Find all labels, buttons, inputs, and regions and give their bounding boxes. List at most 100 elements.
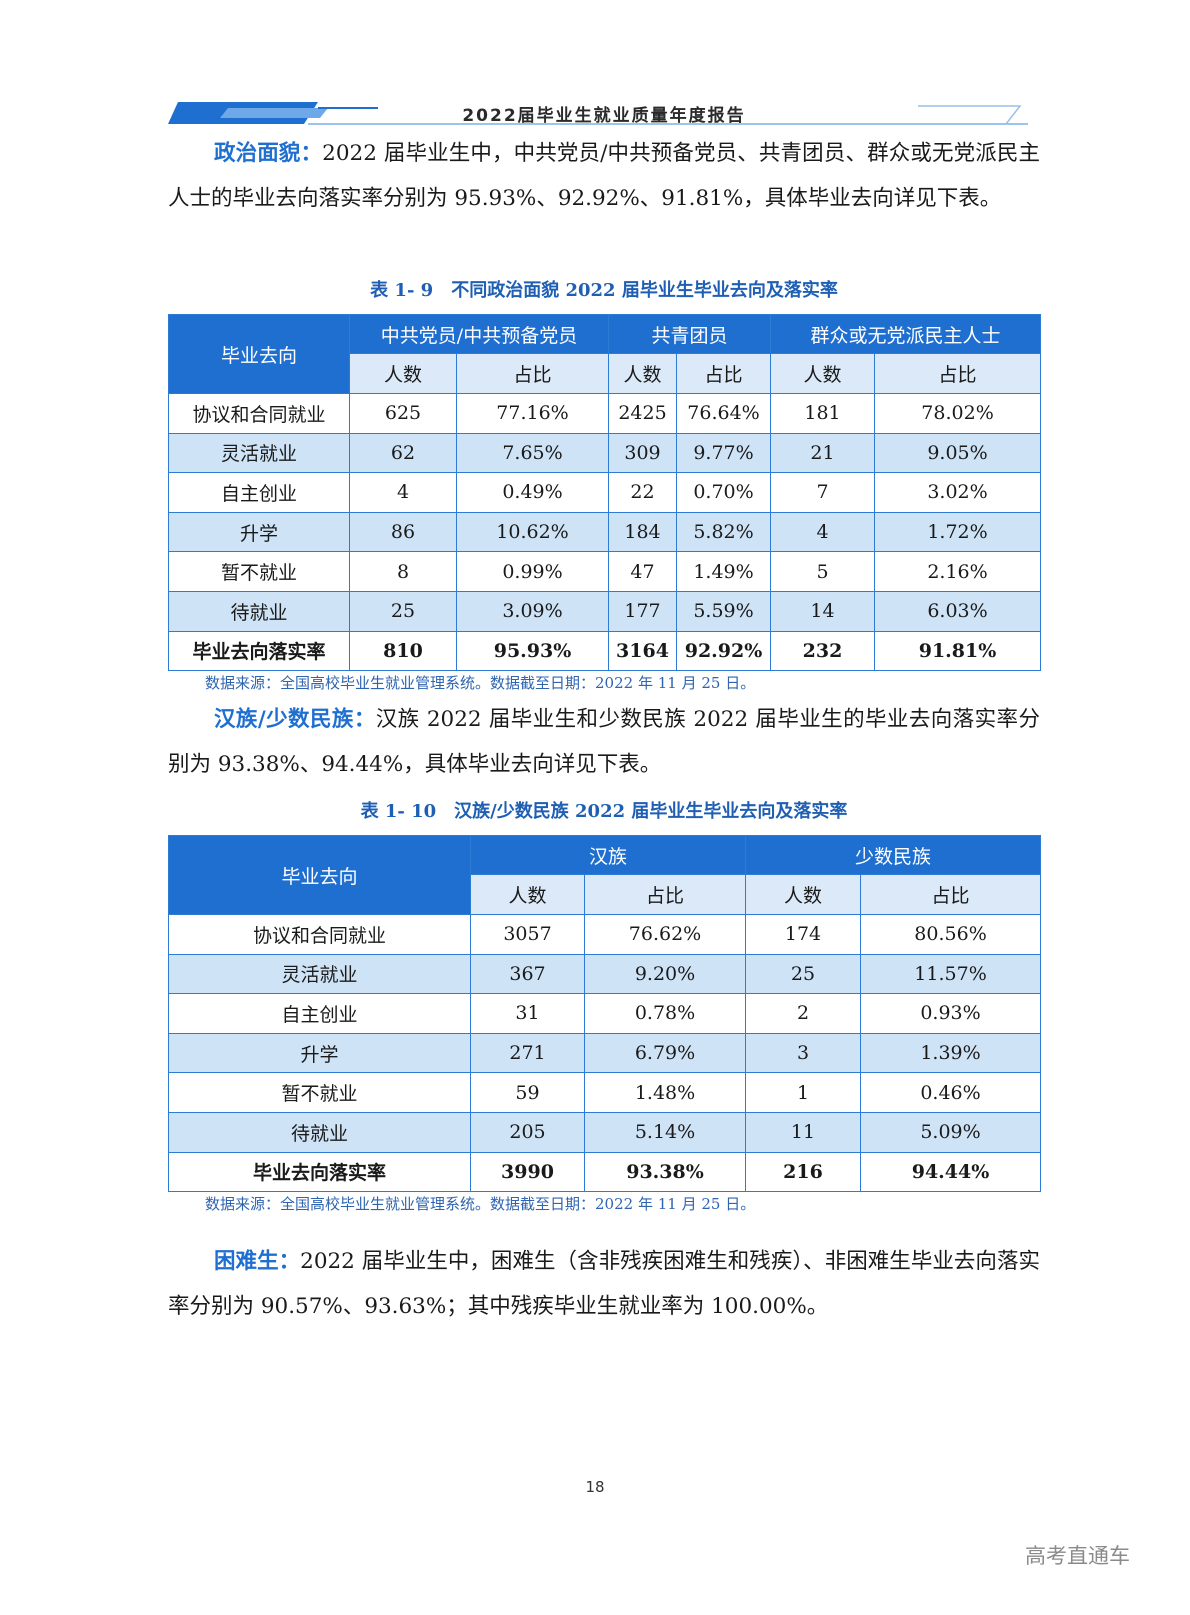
table-cell: 216: [745, 1151, 862, 1193]
table-cell: 59: [470, 1072, 585, 1113]
table-cell: 5.59%: [675, 590, 772, 632]
keyword-difficulty-students: 困难生：: [214, 1249, 301, 1274]
table-cell: 47: [608, 551, 677, 592]
table-cell: 11: [745, 1111, 862, 1153]
row-label: 自主创业: [168, 993, 471, 1034]
table-cell: 86: [349, 511, 457, 553]
table-cell: 94.44%: [860, 1151, 1042, 1193]
paragraph-political-status: 政治面貌：2022 届毕业生中，中共党员/中共预备党员、共青团员、群众或无党派民…: [168, 131, 1040, 221]
table-cell: 181: [770, 393, 876, 434]
table-ethnicity: 毕业去向 汉族 少数民族 人数 占比 人数 占比 协议和合同就业 3057 76.6…: [168, 835, 1042, 1193]
table-cell: 625: [349, 393, 457, 434]
table-cell: 80.56%: [860, 914, 1042, 955]
row-label: 灵活就业: [168, 432, 350, 474]
table-cell: 0.78%: [583, 993, 747, 1034]
row-label: 待就业: [168, 1111, 471, 1153]
column-group-header: 少数民族: [745, 835, 1042, 875]
table-cell: 0.70%: [675, 472, 772, 513]
table-cell: 309: [608, 432, 677, 474]
table-cell: 92.92%: [675, 630, 772, 672]
column-group-header: 群众或无党派民主人士: [770, 314, 1042, 354]
table-cell: 3057: [470, 914, 585, 955]
table-row: 待就业 205 5.14% 11 5.09%: [168, 1111, 1042, 1153]
table-cell: 1.72%: [874, 511, 1042, 553]
table-cell: 0.46%: [860, 1072, 1042, 1113]
column-header: 占比: [675, 353, 772, 394]
row-label: 升学: [168, 511, 350, 553]
table-cell: 10.62%: [456, 511, 609, 553]
table-cell: 21: [770, 432, 876, 474]
table-cell: 810: [349, 630, 457, 672]
table-cell: 8: [349, 551, 457, 592]
row-label: 自主创业: [168, 472, 350, 513]
table-cell: 7.65%: [456, 432, 609, 474]
page-number: 18: [585, 1478, 605, 1496]
table-cell: 76.62%: [583, 914, 747, 955]
table-cell: 0.49%: [456, 472, 609, 513]
table-cell: 174: [745, 914, 862, 955]
table-cell: 93.38%: [583, 1151, 747, 1193]
table-cell: 77.16%: [456, 393, 609, 434]
table-cell: 9.05%: [874, 432, 1042, 474]
column-header: 人数: [608, 353, 677, 394]
table-row: 暂不就业 59 1.48% 1 0.46%: [168, 1072, 1042, 1113]
paragraph-ethnicity: 汉族/少数民族：汉族 2022 届毕业生和少数民族 2022 届毕业生的毕业去向…: [168, 697, 1040, 787]
table-cell: 31: [470, 993, 585, 1034]
column-header: 占比: [456, 353, 609, 394]
table-cell: 367: [470, 953, 585, 995]
column-header: 人数: [770, 353, 876, 394]
row-label: 暂不就业: [168, 1072, 471, 1113]
table-cell: 184: [608, 511, 677, 553]
row-label: 协议和合同就业: [168, 393, 350, 434]
table-row: 暂不就业 8 0.99% 47 1.49% 5 2.16%: [168, 551, 1042, 592]
table-cell: 6.03%: [874, 590, 1042, 632]
column-group-header: 中共党员/中共预备党员: [349, 314, 609, 354]
column-group-header: 共青团员: [607, 314, 772, 354]
table-row: 自主创业 31 0.78% 2 0.93%: [168, 993, 1042, 1034]
table-corner-header: 毕业去向: [168, 314, 350, 394]
column-header: 占比: [583, 874, 747, 915]
table-cell: 22: [608, 472, 677, 513]
table-cell: 76.64%: [675, 393, 772, 434]
table-cell: 3990: [470, 1151, 585, 1193]
table-cell: 91.81%: [874, 630, 1042, 672]
table-row: 灵活就业 367 9.20% 25 11.57%: [168, 953, 1042, 995]
paragraph-text: 2022 届毕业生中，中共党员/中共预备党员、共青团员、群众或无党派民主人士的毕…: [168, 141, 1040, 211]
table-cell: 11.57%: [860, 953, 1042, 995]
page-header: 2022届毕业生就业质量年度报告: [168, 94, 1040, 134]
table-caption: 表 1- 9 不同政治面貌 2022 届毕业生毕业去向及落实率: [370, 280, 838, 301]
table-cell: 5.14%: [583, 1111, 747, 1153]
table-row: 自主创业 4 0.49% 22 0.70% 7 3.02%: [168, 472, 1042, 513]
paragraph-text: 2022 届毕业生中，困难生（含非残疾困难生和残疾）、非困难生毕业去向落实率分别…: [168, 1249, 1040, 1319]
table-cell: 232: [770, 630, 876, 672]
table-cell: 78.02%: [874, 393, 1042, 434]
header-title: 2022届毕业生就业质量年度报告: [462, 106, 746, 126]
table-cell: 6.79%: [583, 1032, 747, 1074]
row-label: 升学: [168, 1032, 471, 1074]
column-header: 人数: [349, 353, 457, 394]
row-label: 毕业去向落实率: [168, 1151, 471, 1193]
data-source-note: 数据来源：全国高校毕业生就业管理系统。数据截至日期：2022 年 11 月 25…: [205, 1195, 756, 1213]
column-header: 人数: [745, 874, 862, 915]
table-cell: 3.09%: [456, 590, 609, 632]
table-cell: 14: [770, 590, 876, 632]
table-cell: 0.99%: [456, 551, 609, 592]
table-cell: 25: [349, 590, 457, 632]
paragraph-difficulty-students: 困难生：2022 届毕业生中，困难生（含非残疾困难生和残疾）、非困难生毕业去向落…: [168, 1239, 1040, 1329]
table-corner-header: 毕业去向: [168, 835, 471, 915]
table-cell: 95.93%: [456, 630, 609, 672]
table-cell: 3: [745, 1032, 862, 1074]
row-label: 灵活就业: [168, 953, 471, 995]
table-cell: 62: [349, 432, 457, 474]
table-cell: 205: [470, 1111, 585, 1153]
table-row: 升学 86 10.62% 184 5.82% 4 1.72%: [168, 511, 1042, 553]
table-cell: 3164: [608, 630, 677, 672]
paragraph-text: 汉族 2022 届毕业生和少数民族 2022 届毕业生的毕业去向落实率分别为 9…: [168, 707, 1040, 777]
table-cell: 1: [745, 1072, 862, 1113]
table-cell: 1.49%: [675, 551, 772, 592]
table-row: 毕业去向落实率 810 95.93% 3164 92.92% 232 91.81%: [168, 630, 1042, 672]
table-row: 待就业 25 3.09% 177 5.59% 14 6.03%: [168, 590, 1042, 632]
table-cell: 2.16%: [874, 551, 1042, 592]
table-cell: 1.39%: [860, 1032, 1042, 1074]
table-cell: 0.93%: [860, 993, 1042, 1034]
